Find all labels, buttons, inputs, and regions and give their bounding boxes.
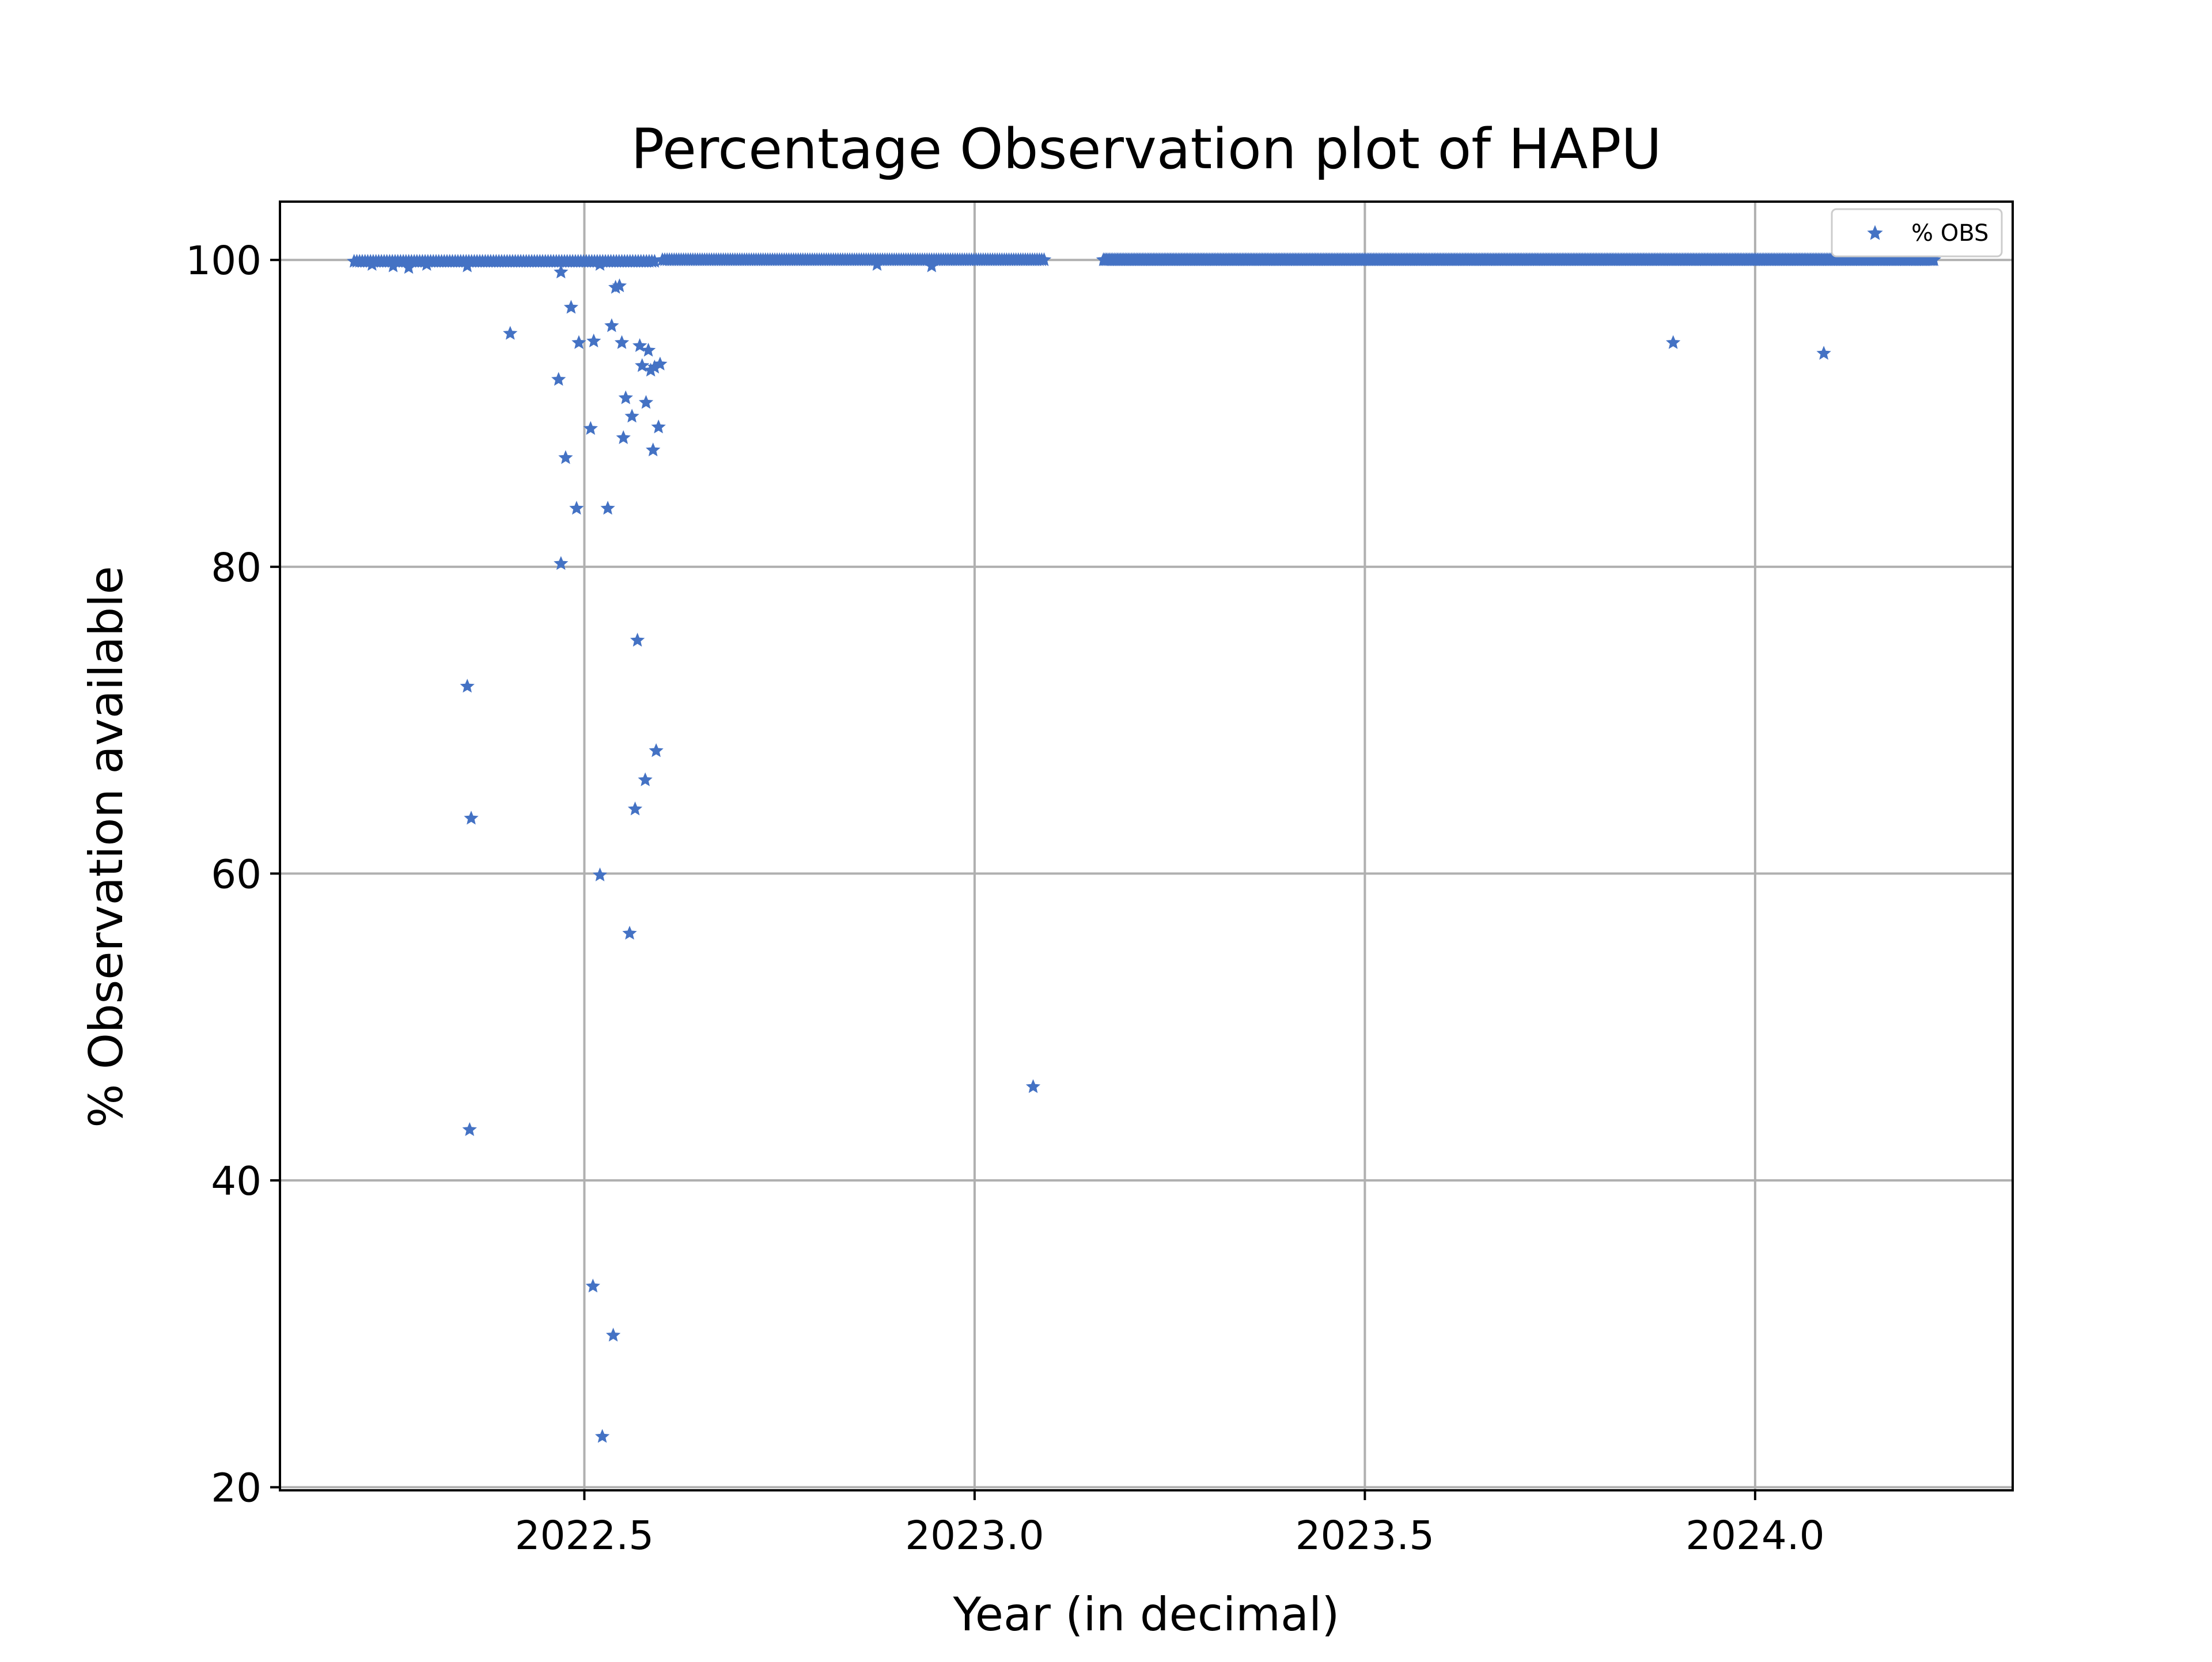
data-point (460, 258, 475, 272)
data-point (464, 811, 479, 825)
data-point (558, 450, 573, 464)
data-point (460, 679, 475, 693)
x-axis-title: Year (in decimal) (953, 1588, 1340, 1641)
data-point (365, 256, 380, 271)
y-tick-label: 80 (211, 545, 262, 591)
data-point (1025, 1079, 1041, 1093)
data-point (630, 633, 645, 647)
data-point (638, 772, 653, 786)
data-point (651, 419, 666, 434)
data-point (627, 801, 643, 816)
data-point (618, 390, 633, 404)
data-point (462, 1122, 477, 1136)
data-point (869, 256, 885, 271)
data-points (347, 252, 1941, 1443)
legend-marker (1867, 225, 1883, 240)
data-point (554, 556, 569, 570)
legend: % OBS (1831, 208, 2003, 258)
data-point (1036, 252, 1052, 266)
y-tick-label: 100 (185, 238, 262, 284)
x-tick-label: 2022.5 (515, 1513, 654, 1559)
plot-frame (279, 200, 2014, 1491)
data-point (592, 256, 608, 271)
y-axis-title: % Observation available (79, 566, 133, 1127)
data-point (583, 421, 598, 435)
data-point (594, 1429, 610, 1443)
y-tick-label: 60 (211, 851, 262, 898)
chart-title: Percentage Observation plot of HAPU (631, 117, 1661, 181)
data-point (569, 501, 584, 515)
data-point (924, 258, 940, 272)
y-tick-label: 40 (211, 1159, 262, 1205)
data-point (605, 1327, 621, 1342)
data-point (614, 335, 630, 349)
legend-label: % OBS (1911, 220, 1988, 247)
data-point (1665, 335, 1681, 349)
data-point (419, 256, 434, 271)
data-point (503, 325, 518, 340)
data-point (385, 258, 401, 272)
data-point (649, 743, 664, 758)
x-tick-label: 2023.5 (1296, 1513, 1434, 1559)
data-point (638, 395, 654, 409)
data-point (646, 442, 661, 457)
x-tick-label: 2024.0 (1685, 1513, 1824, 1559)
data-point (653, 356, 668, 371)
data-point (1926, 252, 1941, 266)
y-tick-label: 20 (211, 1466, 262, 1512)
data-point (600, 501, 615, 515)
x-tick-label: 2023.0 (905, 1513, 1044, 1559)
data-point (622, 926, 637, 940)
data-point (554, 264, 569, 279)
data-point (585, 1278, 600, 1293)
legend-frame (1831, 208, 2003, 258)
y-axis-ticks: 20 40 60 80 100 (185, 238, 280, 1512)
data-point (1816, 346, 1831, 360)
data-point (641, 342, 656, 357)
data-point (624, 408, 639, 423)
data-point (551, 372, 566, 386)
data-point (563, 300, 579, 314)
data-point (612, 278, 627, 293)
legend-marker-star (1867, 225, 1883, 240)
data-point (616, 430, 631, 444)
data-point (401, 260, 416, 274)
data-point (586, 333, 601, 348)
x-axis-ticks: 2022.5 2023.0 2023.5 2024.0 (515, 1490, 1825, 1559)
data-point (604, 318, 619, 332)
data-point (592, 867, 608, 881)
data-point (571, 335, 586, 349)
